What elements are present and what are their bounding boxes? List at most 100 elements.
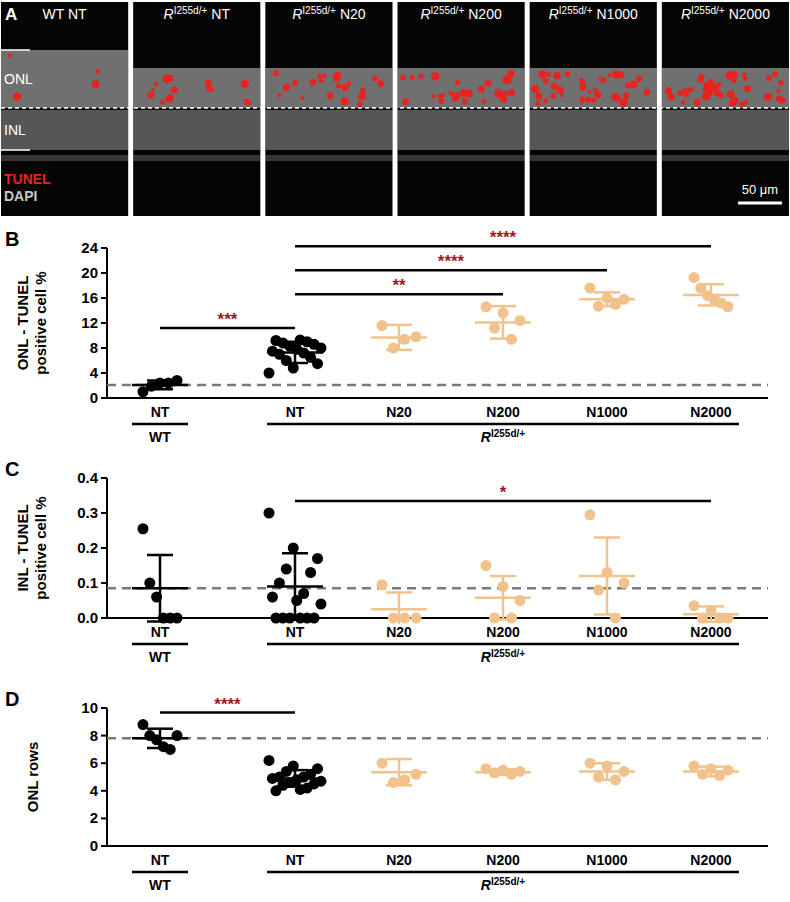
significance-label: ** bbox=[392, 276, 406, 295]
tunel-nucleus bbox=[644, 89, 651, 96]
data-point bbox=[288, 543, 299, 554]
data-point bbox=[585, 509, 596, 520]
tunel-nucleus bbox=[694, 99, 701, 106]
tunel-nucleus bbox=[580, 100, 584, 104]
tunel-nucleus bbox=[731, 97, 738, 104]
data-point bbox=[593, 585, 604, 596]
error-bar bbox=[159, 555, 162, 622]
tunel-nucleus bbox=[499, 95, 507, 103]
title-suffix: N200 bbox=[468, 6, 502, 22]
tunel-nucleus bbox=[625, 82, 631, 88]
layer-label: INL bbox=[4, 122, 26, 138]
tunel-nucleus bbox=[13, 93, 21, 101]
error-bar bbox=[159, 729, 162, 748]
layer-label: ONL bbox=[4, 71, 33, 87]
error-cap bbox=[386, 591, 412, 594]
tunel-nucleus bbox=[740, 101, 746, 107]
tunel-nucleus bbox=[431, 94, 435, 98]
group-line bbox=[132, 423, 188, 426]
error-cap bbox=[594, 779, 620, 782]
error-bar bbox=[294, 770, 297, 787]
y-tick-label: 4 bbox=[90, 364, 99, 381]
y-axis-title: ONL rows bbox=[24, 742, 41, 813]
error-cap bbox=[698, 605, 724, 608]
tunel-nucleus bbox=[725, 71, 733, 79]
panel-letter: C bbox=[5, 458, 19, 480]
tunel-nucleus bbox=[565, 72, 571, 78]
x-tick-label: N20 bbox=[386, 852, 412, 868]
image-panel: RI255d/+N1000 bbox=[530, 2, 657, 216]
data-point bbox=[295, 613, 306, 624]
title-sup: I255d/+ bbox=[431, 5, 465, 16]
tunel-nucleus bbox=[668, 94, 675, 101]
error-bar bbox=[398, 592, 401, 624]
x-tick-label: N2000 bbox=[690, 404, 731, 420]
tunel-nucleus bbox=[8, 54, 12, 58]
data-point bbox=[399, 774, 410, 785]
data-point bbox=[377, 579, 388, 590]
error-cap bbox=[147, 620, 173, 623]
x-tick-label: N1000 bbox=[586, 624, 627, 640]
tunel-nucleus bbox=[718, 92, 724, 98]
tunel-nucleus bbox=[372, 76, 378, 82]
reference-line bbox=[107, 737, 768, 740]
y-tick-label: 0.2 bbox=[77, 539, 98, 556]
tunel-nucleus bbox=[623, 92, 630, 99]
y-tick-label: 16 bbox=[81, 289, 98, 306]
title-sup: I255d/+ bbox=[559, 5, 593, 16]
tunel-nucleus bbox=[160, 100, 165, 105]
tunel-nucleus bbox=[531, 85, 539, 93]
group-label-main: WT bbox=[149, 877, 171, 893]
error-cap bbox=[490, 768, 516, 771]
data-point bbox=[689, 600, 700, 611]
error-cap bbox=[386, 349, 412, 352]
error-cap bbox=[386, 324, 412, 327]
y-tick-label: 20 bbox=[81, 264, 98, 281]
layer-edge bbox=[1, 49, 30, 51]
title-main: R bbox=[681, 6, 691, 22]
error-cap bbox=[147, 388, 173, 391]
data-point bbox=[172, 613, 183, 624]
tunel-nucleus bbox=[636, 76, 642, 82]
data-point bbox=[689, 272, 700, 283]
group-label-sup: I255d/+ bbox=[491, 876, 525, 887]
tunel-nucleus bbox=[677, 90, 683, 96]
tunel-nucleus bbox=[482, 99, 487, 104]
tunel-nucleus bbox=[438, 99, 444, 105]
tunel-nucleus bbox=[162, 75, 170, 83]
tunel-nucleus bbox=[437, 94, 441, 98]
significance-label: **** bbox=[214, 695, 241, 714]
data-group bbox=[107, 508, 768, 625]
error-bar bbox=[502, 576, 505, 619]
group-line bbox=[132, 643, 188, 646]
group-label: WT bbox=[149, 877, 171, 893]
plexiform-band bbox=[133, 155, 260, 161]
y-tick-label: 0.0 bbox=[77, 609, 98, 626]
image-background bbox=[1, 2, 128, 216]
scale-bar-label: 50 μm bbox=[742, 182, 778, 197]
error-cap bbox=[386, 784, 412, 787]
data-point bbox=[411, 769, 422, 780]
tunel-nucleus bbox=[95, 69, 100, 74]
tunel-nucleus bbox=[277, 93, 281, 97]
plexiform-band bbox=[530, 155, 657, 161]
tunel-nucleus bbox=[543, 78, 549, 84]
tunel-nucleus bbox=[449, 91, 454, 96]
significance-label: * bbox=[500, 483, 507, 502]
data-point bbox=[270, 335, 281, 346]
error-cap bbox=[698, 775, 724, 778]
error-cap bbox=[594, 536, 620, 539]
panel-letter: D bbox=[5, 688, 19, 710]
x-tick-label: N200 bbox=[486, 852, 520, 868]
layer-edge bbox=[1, 149, 30, 151]
layer-divider bbox=[1, 107, 788, 108]
tunel-nucleus bbox=[546, 72, 551, 77]
tunel-nucleus bbox=[151, 88, 155, 92]
tunel-nucleus bbox=[310, 79, 317, 86]
error-cap bbox=[490, 575, 516, 578]
image-title: RI255d/+NT bbox=[164, 5, 231, 23]
x-axis bbox=[107, 617, 768, 619]
error-cap bbox=[490, 305, 516, 308]
data-point bbox=[163, 378, 174, 389]
tunel-nucleus bbox=[487, 80, 492, 85]
